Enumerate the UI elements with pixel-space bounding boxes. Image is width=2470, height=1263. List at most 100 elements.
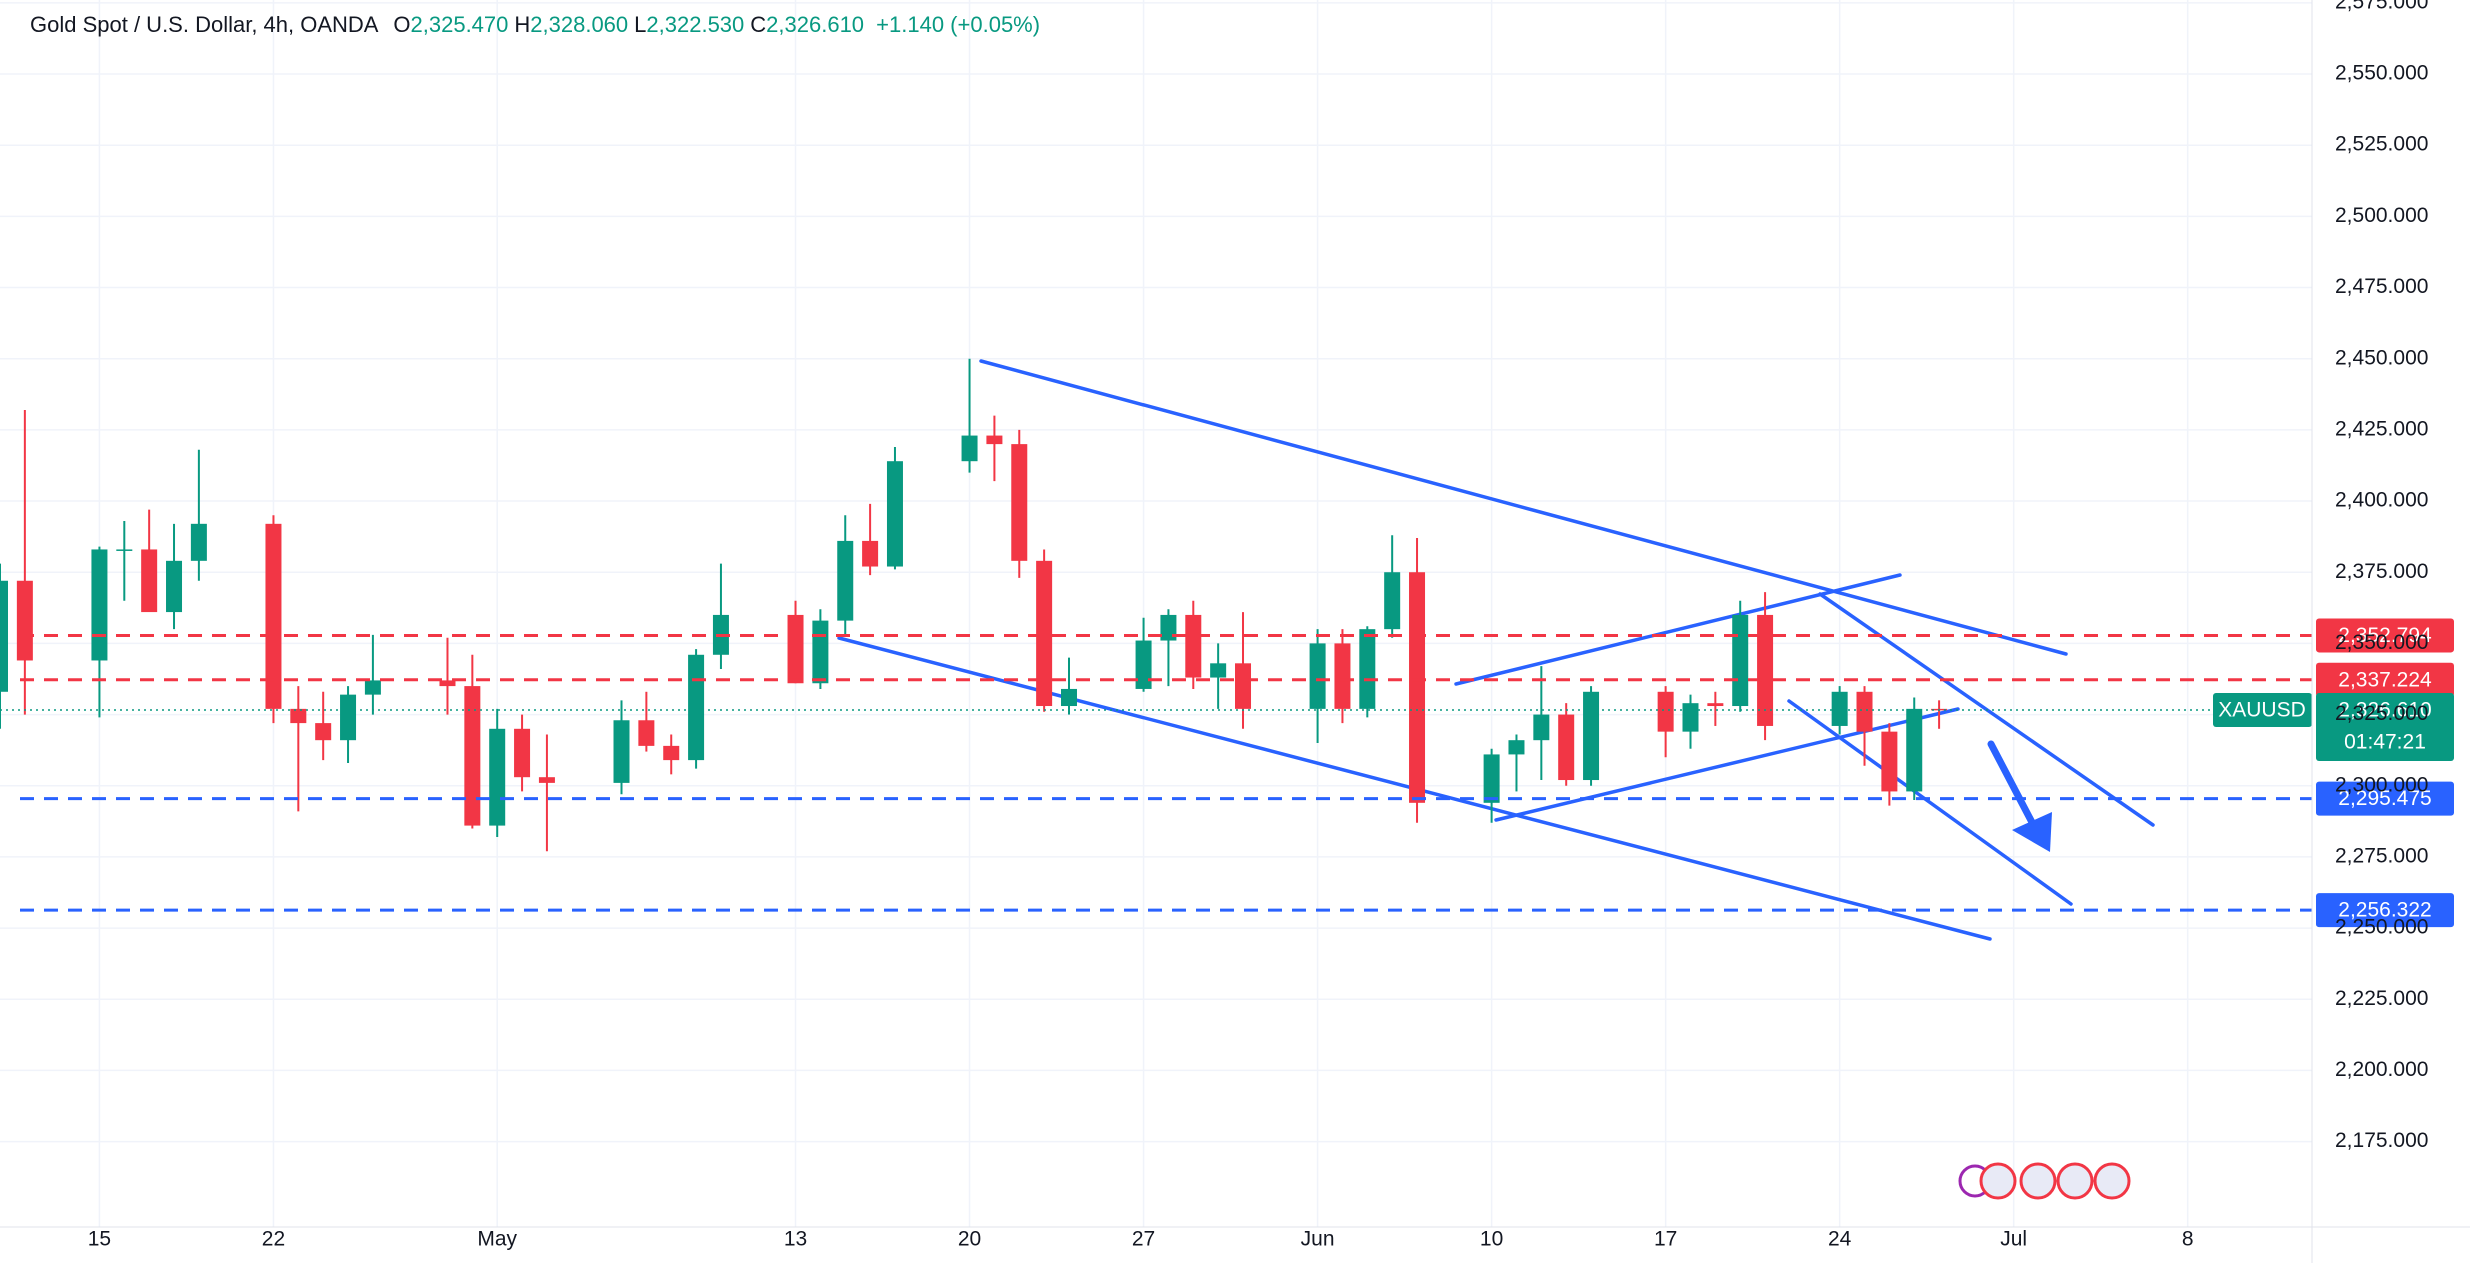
ohlc-value: 2,326.610 (766, 12, 865, 37)
event-icon[interactable] (1979, 1162, 2017, 1200)
candle-body (116, 549, 133, 551)
candle-body (265, 523, 282, 709)
candle-body (340, 694, 357, 741)
level-label-box (2316, 781, 2454, 816)
trend-line[interactable] (1454, 573, 1902, 686)
candle-body (1359, 629, 1376, 709)
ohlc-key: C (750, 12, 767, 37)
y-tick-label: 2,325.000 (2335, 702, 2428, 725)
trend-line[interactable] (1787, 699, 2073, 906)
x-tick-label: Jun (1301, 1228, 1335, 1251)
candle-body (1881, 731, 1898, 792)
candle-body (638, 720, 655, 746)
symbol-box (2213, 692, 2312, 727)
ohlc-key: O (393, 12, 411, 37)
level-label-box (2316, 893, 2454, 928)
x-tick-label: 20 (958, 1228, 981, 1251)
x-tick-label: 13 (784, 1228, 807, 1251)
y-tick-label: 2,350.000 (2335, 631, 2428, 654)
candle-body (1732, 614, 1749, 707)
x-tick-label: 8 (2182, 1228, 2194, 1251)
candle-body (986, 435, 1003, 445)
candle-body (1483, 754, 1500, 803)
candle-body (1060, 688, 1077, 707)
level-label-box (2316, 618, 2454, 653)
candle-body (837, 540, 854, 621)
x-tick-label: 10 (1480, 1228, 1503, 1251)
candle-body (787, 614, 804, 684)
event-icon[interactable] (2093, 1162, 2131, 1200)
candle-body (1135, 640, 1152, 689)
candle-body (1757, 614, 1774, 726)
candle-body (489, 728, 506, 826)
candle-body (1583, 691, 1600, 781)
candle-body (1309, 643, 1326, 709)
level-label: 2,337.224 (2338, 668, 2432, 691)
y-tick-label: 2,450.000 (2335, 346, 2428, 369)
candle-body (514, 728, 531, 778)
y-tick-label: 2,400.000 (2335, 489, 2428, 512)
candle-body (961, 435, 978, 462)
y-tick-label: 2,475.000 (2335, 275, 2428, 298)
axes: 2,175.000 2,200.000 2,225.000 2,250.000 2,27… (88, 0, 2429, 1251)
candle-body (1011, 444, 1028, 561)
ohlc-value: 2,325.470 (410, 12, 509, 37)
last-price-label: 2,326.610 (2338, 699, 2431, 722)
symbol-label: XAUUSD (2218, 699, 2306, 722)
ohlc-values: O2,325.470 H2,328.060 L2,322.530 C2,326.610 (393, 12, 870, 37)
candle-body (812, 620, 829, 684)
y-tick-label: 2,225.000 (2335, 987, 2428, 1010)
countdown-label: 01:47:21 (2344, 731, 2426, 754)
ohlc-value: 2,328.060 (530, 12, 629, 37)
event-icon[interactable] (2019, 1162, 2057, 1200)
candle-body (290, 708, 307, 724)
candle-body (1707, 703, 1724, 707)
arrow-head[interactable] (2012, 812, 2052, 852)
candle-body (1558, 714, 1575, 781)
y-tick-label: 2,575.000 (2335, 0, 2428, 13)
level-label: 2,295.475 (2338, 787, 2431, 810)
x-tick-label: 17 (1654, 1228, 1677, 1251)
candle-body (688, 654, 705, 761)
candle-body (0, 580, 8, 692)
level-label: 2,256.322 (2338, 899, 2431, 922)
arrow-shaft[interactable] (1987, 740, 2040, 834)
candle-body (663, 745, 680, 761)
candle-body (862, 540, 879, 567)
candle-body (1508, 740, 1525, 755)
event-icons (1958, 1162, 2131, 1200)
candle-body (315, 723, 332, 741)
candle-body (613, 720, 630, 783)
candle-body (1185, 614, 1202, 678)
candle-body (1235, 663, 1252, 709)
candle-body (1657, 691, 1674, 732)
last-price-box (2316, 692, 2454, 761)
candle-body (886, 461, 903, 567)
candle-body (1210, 663, 1227, 678)
candle-body (190, 523, 207, 561)
candle-body (364, 680, 381, 695)
ohlc-key: L (634, 12, 647, 37)
trend-line[interactable] (1494, 707, 1960, 822)
trend-line[interactable] (979, 359, 2068, 656)
symbol-title: Gold Spot / U.S. Dollar, 4h, OANDA (30, 12, 378, 37)
candle-body (1533, 714, 1550, 741)
candle-body (1384, 572, 1401, 630)
x-tick-label: Jul (2000, 1228, 2027, 1251)
candle-body (1906, 708, 1923, 792)
levels: 2,352.794 2,337.224 2,295.475 2,256.322 XAUU… (0, 618, 2454, 928)
trend-drawings (837, 359, 2155, 941)
x-tick-label: 15 (88, 1228, 111, 1251)
y-tick-label: 2,550.000 (2335, 62, 2428, 85)
y-tick-label: 2,500.000 (2335, 204, 2428, 227)
candle-body (439, 680, 456, 687)
candle-body (1831, 691, 1848, 726)
x-tick-label: 24 (1828, 1228, 1852, 1251)
candle-body (538, 777, 555, 783)
price-change: +1.140 (+0.05%) (876, 12, 1041, 37)
candle-body (464, 686, 481, 826)
level-label-box (2316, 662, 2454, 697)
event-icon[interactable] (2056, 1162, 2094, 1200)
